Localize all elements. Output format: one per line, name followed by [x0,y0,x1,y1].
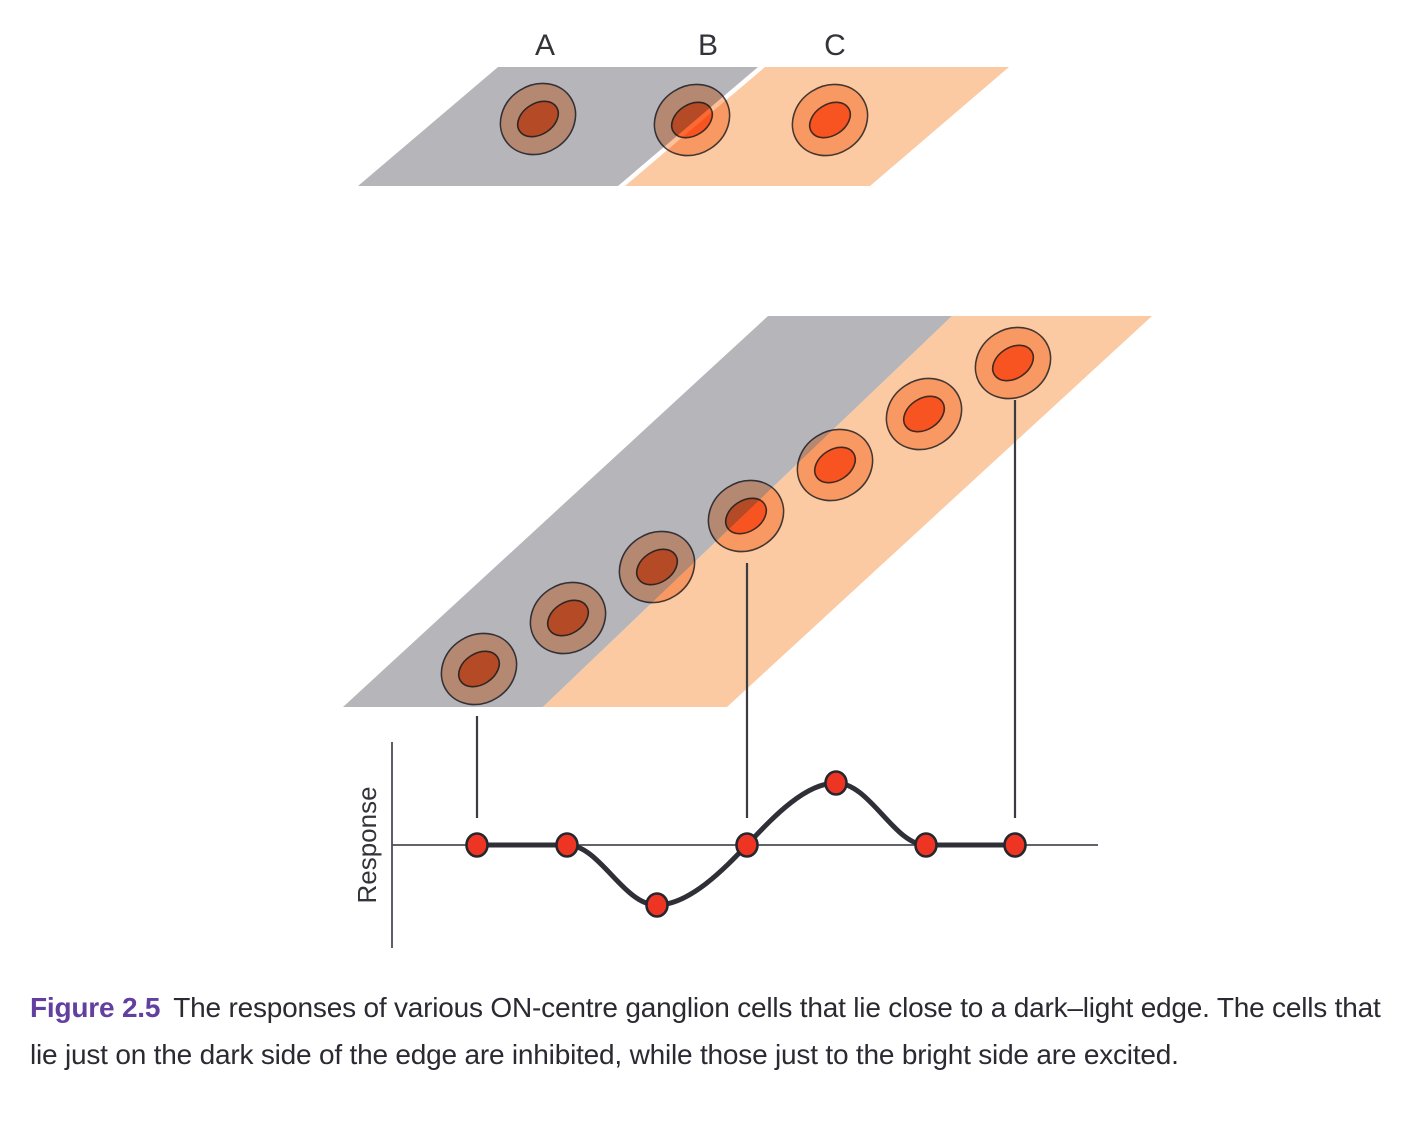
response-plot: Response [352,742,1098,948]
label-cell-b: B [698,29,718,62]
response-dot-7 [1003,832,1027,858]
figure-caption: Figure 2.5 The responses of various ON-ce… [30,984,1402,1078]
receptive-field-b [653,83,731,157]
receptive-field-5 [796,428,874,502]
response-dot-2 [555,832,579,858]
label-cell-a: A [535,29,555,62]
response-dot-4 [735,832,759,858]
figure-number: Figure 2.5 [30,992,161,1023]
rf-centre [902,395,946,433]
receptive-field-7 [974,326,1052,400]
rf-centre [546,599,590,637]
rf-centre [516,100,560,138]
top-panel: A B C [358,29,1009,186]
response-dot-1 [465,832,489,858]
rf-centre [991,344,1035,382]
receptive-field-a [499,82,577,156]
rf-centre [724,497,768,535]
response-dot-3 [645,892,669,918]
caption-text: The responses of various ON-centre gangl… [30,992,1381,1070]
receptive-field-2 [529,581,607,655]
rf-centre [808,101,852,139]
receptive-field-6 [885,377,963,451]
rf-centre [457,650,501,688]
figure-diagram: A B C [343,29,1152,948]
receptive-field-c [791,83,869,157]
y-axis-label: Response [352,786,382,903]
rf-centre [813,446,857,484]
middle-panel [343,316,1152,818]
rf-centre [670,101,714,139]
receptive-field-4 [707,479,785,553]
response-dot-6 [914,832,938,858]
bright-surface [543,316,1152,707]
dark-surface [343,316,952,707]
receptive-field-3 [618,530,696,604]
response-dot-5 [824,770,848,796]
rf-centre [635,548,679,586]
label-cell-c: C [824,29,846,62]
receptive-field-1 [440,632,518,706]
